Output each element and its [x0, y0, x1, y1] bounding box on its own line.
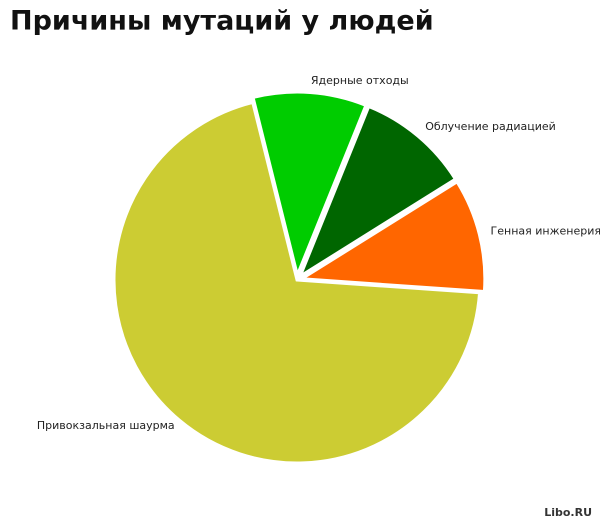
watermark: Libo.RU [544, 506, 592, 519]
pie-slice [297, 104, 458, 280]
pie-slice [251, 90, 368, 280]
slice-label: Генная инженерия [491, 225, 600, 238]
chart-title: Причины мутаций у людей [10, 6, 434, 37]
pie-slice [297, 179, 487, 294]
slice-label: Облучение радиацией [425, 120, 556, 133]
slice-label: Ядерные отходы [311, 74, 409, 87]
pie-slice [112, 100, 482, 465]
slice-label: Привокзальная шаурма [37, 419, 175, 432]
